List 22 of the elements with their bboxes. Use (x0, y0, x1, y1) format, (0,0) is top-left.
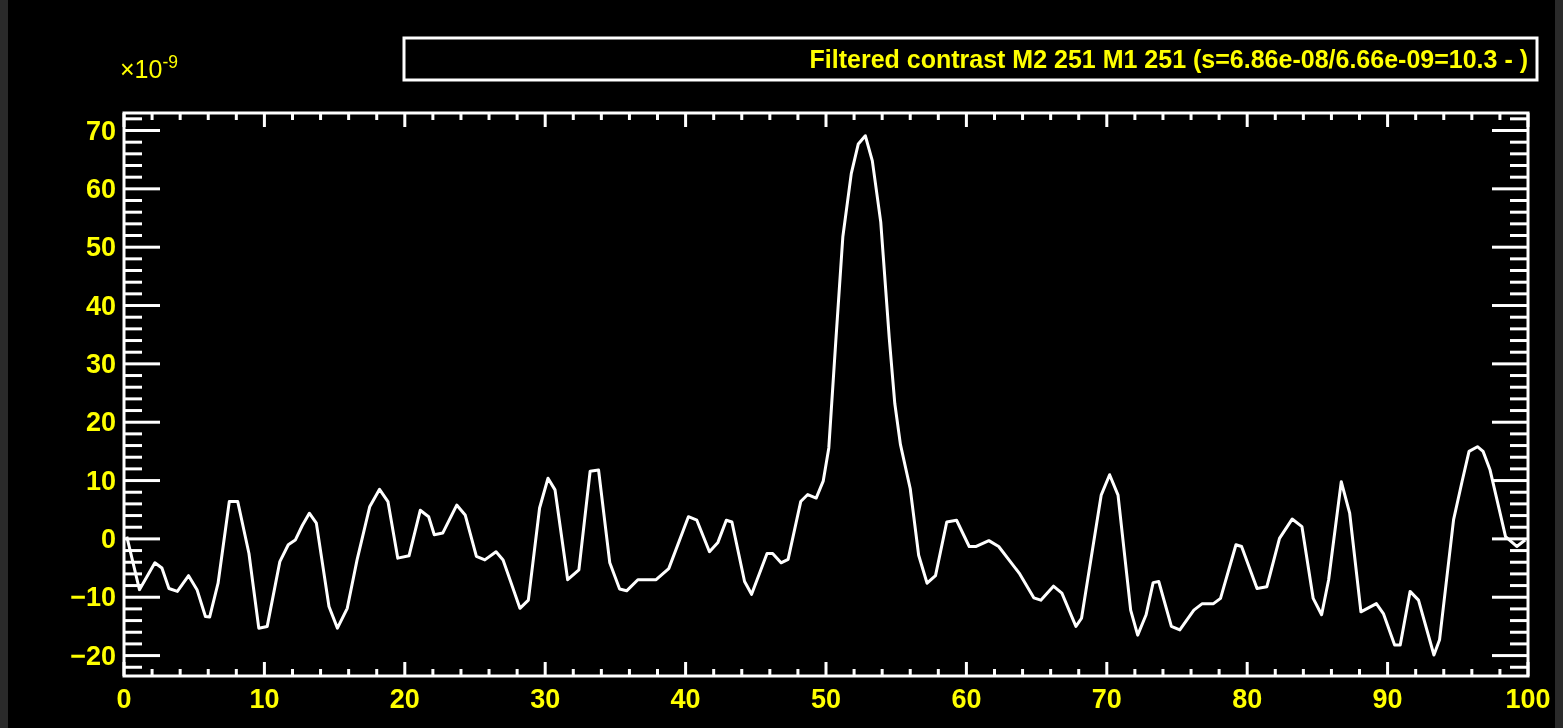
x-tick-label: 50 (810, 684, 842, 714)
x-tick-label: 60 (951, 684, 982, 714)
y-axis-title: ×10$^{-9}$ (120, 52, 178, 83)
y-tick-label: 40 (85, 290, 116, 321)
x-tick-label: 20 (389, 684, 420, 714)
y-tick-label: 0 (100, 523, 116, 554)
y-tick-label: 60 (85, 173, 116, 204)
chart-title: Filtered contrast M2 251 M1 251 (s=6.86e-08/6.66e-09=10.3 - ) (809, 45, 1528, 73)
y-tick-label: −20 (70, 640, 116, 671)
y-tick-label: 70 (85, 115, 116, 146)
y-tick-label: 50 (85, 232, 116, 263)
y-tick-label: −10 (70, 582, 116, 613)
x-tick-label: 100 (1505, 684, 1551, 714)
x-tick-label: 80 (1232, 684, 1263, 714)
x-tick-label: 30 (530, 684, 561, 714)
y-tick-label: 20 (85, 407, 116, 438)
y-tick-label: 10 (85, 465, 116, 496)
x-tick-label: 10 (249, 684, 280, 714)
x-tick-label: 40 (670, 684, 701, 714)
y-tick-label: 30 (85, 348, 116, 379)
x-tick-label: 70 (1091, 684, 1122, 714)
x-tick-label: 90 (1372, 684, 1403, 714)
